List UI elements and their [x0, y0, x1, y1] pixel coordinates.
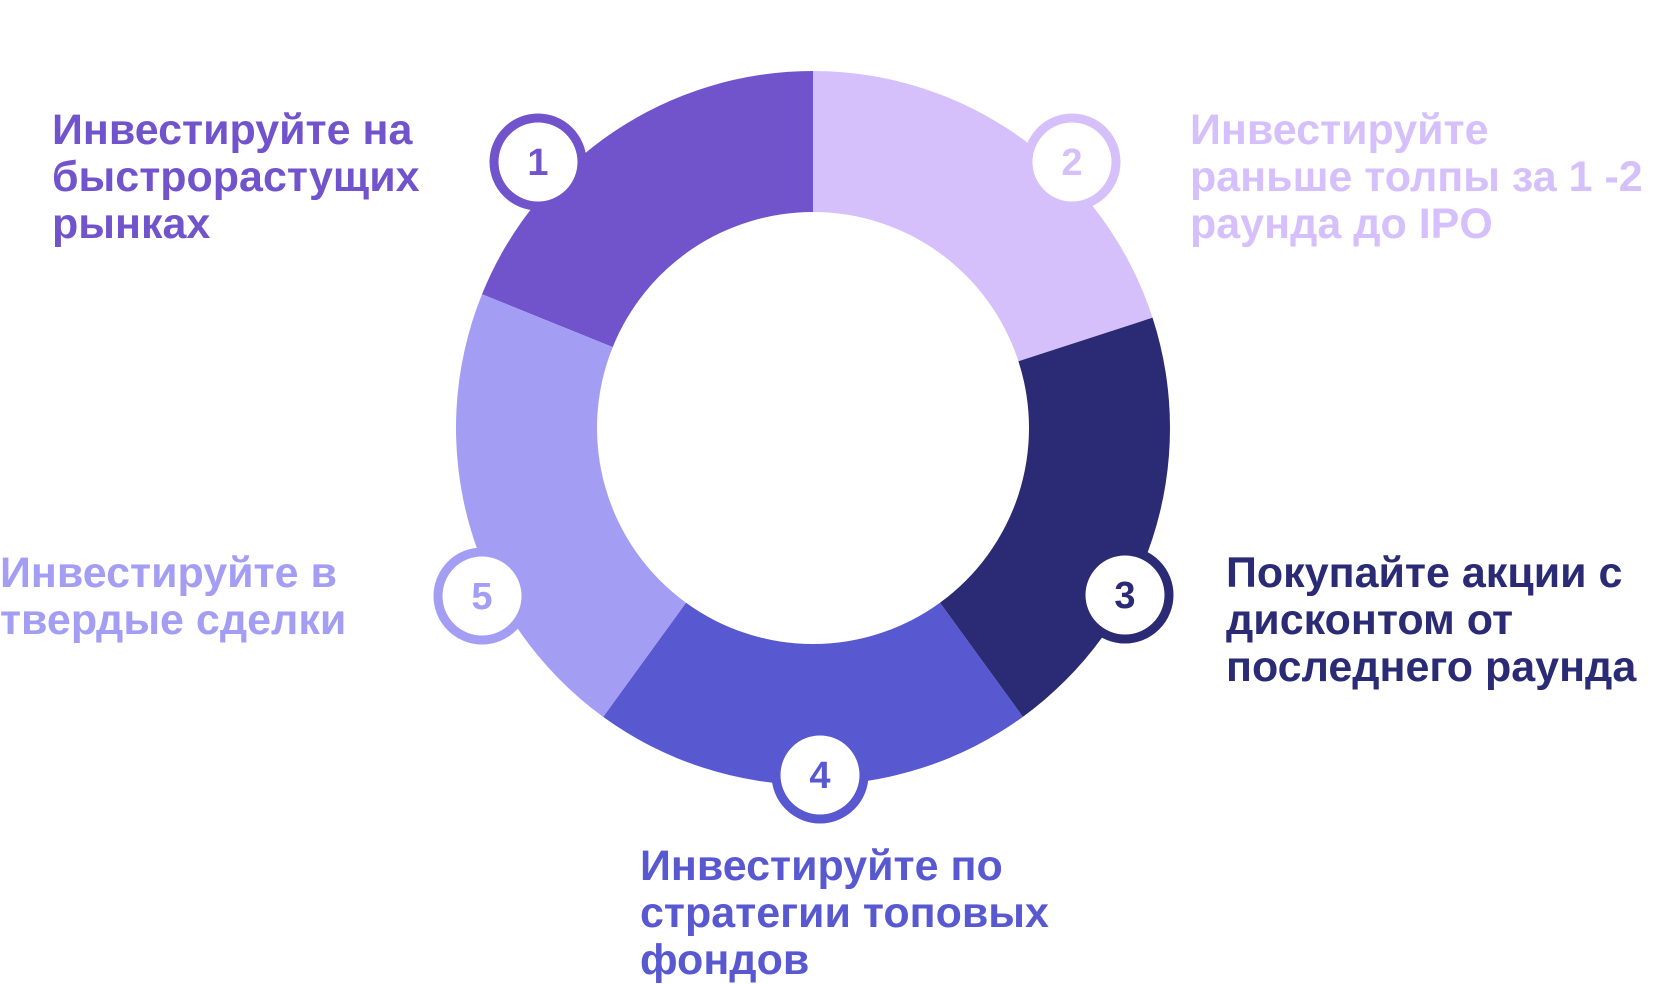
step-2-badge-number: 2	[1061, 142, 1082, 184]
ring-segment-2	[813, 71, 1153, 362]
step-1-label-line-1: Инвестируйте на	[52, 106, 413, 154]
step-5-badge-number: 5	[471, 576, 492, 618]
ring-segment-1	[481, 70, 813, 348]
step-3-badge	[1076, 546, 1174, 644]
step-1-badge-number: 1	[527, 142, 548, 184]
step-1-label: Инвестируйте на быстрорастущих рынках	[52, 107, 420, 248]
step-3-label-line-3: последнего раунда	[1226, 643, 1637, 691]
step-4-label-line-3: фондов	[640, 936, 810, 984]
step-1-label-line-3: рынках	[52, 200, 211, 248]
step-4-label-line-1: Инвестируйте по	[640, 842, 1003, 890]
step-3-label-line-2: дисконтом от	[1226, 596, 1514, 644]
step-5-label-line-2: твердые сделки	[0, 596, 347, 644]
step-5-label-line-1: Инвестируйте в	[0, 549, 337, 597]
step-2-label-line-2: раньше толпы за 1 -2	[1190, 153, 1643, 201]
step-2-label-line-3: раунда до IPO	[1190, 200, 1493, 248]
step-4-badge-number: 4	[809, 755, 830, 797]
ring-segment-4	[603, 602, 1023, 786]
step-3-label-line-1: Покупайте акции с	[1226, 549, 1623, 597]
step-3-badge-number: 3	[1114, 575, 1135, 617]
step-2-label-line-1: Инвестируйте	[1190, 106, 1489, 154]
step-1-label-line-2: быстрорастущих	[52, 153, 420, 201]
step-5-label: Инвестируйте в твердые сделки	[0, 550, 346, 644]
step-4-label: Инвестируйте по стратегии топовых фондов	[640, 843, 1049, 984]
step-4-label-line-2: стратегии топовых	[640, 889, 1049, 937]
step-2-badge	[1023, 113, 1121, 211]
step-1-badge	[489, 113, 587, 211]
step-3-label: Покупайте акции с дисконтом от последнег…	[1226, 550, 1636, 691]
step-2-label: Инвестируйте раньше толпы за 1 -2 раунда…	[1190, 107, 1643, 248]
step-5-badge	[433, 547, 531, 645]
step-4-badge	[771, 726, 869, 824]
step-badges: 1 2 3 4 5	[433, 113, 1174, 824]
